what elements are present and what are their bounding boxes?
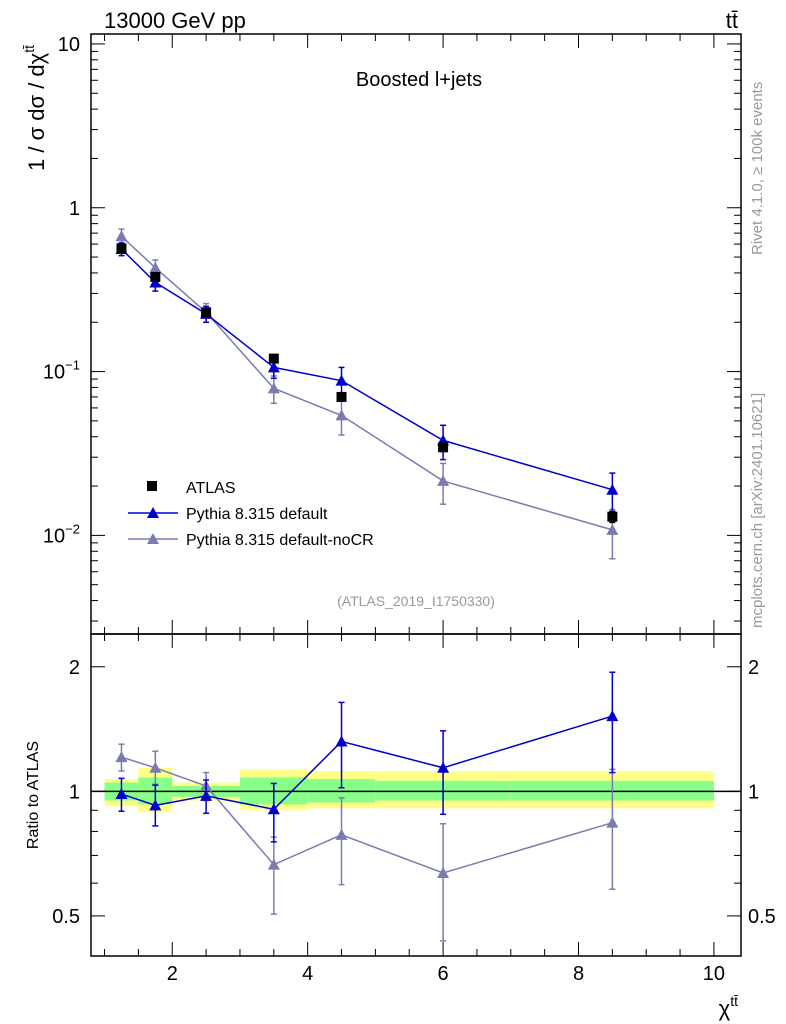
ratio-nocr-point <box>115 751 128 763</box>
ratio-default-point <box>335 735 348 747</box>
ratio-panel-frame <box>90 633 742 957</box>
legend-default-marker <box>147 507 159 518</box>
ratio-default-point <box>200 789 213 801</box>
x-axis-label: χtt̄ <box>719 993 738 1021</box>
ratio-y-tick-label-right: 2 <box>748 657 759 679</box>
series-atlas-point <box>268 353 279 364</box>
y-tick-label: 10 <box>58 34 80 56</box>
ratio-default-point <box>437 761 450 773</box>
series-atlas-point <box>150 271 161 282</box>
ratio-uncertainty-bands <box>91 767 741 813</box>
legend-default-label: Pythia 8.315 default <box>186 506 328 523</box>
plot-title: Boosted l+jets <box>356 69 482 91</box>
series-nocr-point <box>115 230 128 242</box>
ratio-y-tick-label-right: 1 <box>748 781 759 803</box>
series-nocr-point <box>149 261 162 273</box>
x-tick-label: 8 <box>573 963 584 985</box>
legend-nocr-label: Pythia 8.315 default-noCR <box>186 532 374 549</box>
rivet-version-label: Rivet 4.1.0, ≥ 100k events <box>749 82 766 255</box>
ratio-nocr-point <box>335 828 348 840</box>
ratio-default-point <box>267 803 280 815</box>
series-nocr-point <box>335 409 348 421</box>
series-default-point <box>606 483 619 495</box>
ratio-y-tick-label-left: 1 <box>69 781 80 803</box>
analysis-label: (ATLAS_2019_I1750330) <box>337 593 495 609</box>
y-axis-label-text: 1 / σ dσ / dχ <box>24 52 49 171</box>
header-process-label: tt̄ <box>726 8 738 33</box>
rivet-version-text: Rivet 4.1.0, ≥ 100k events <box>749 82 766 255</box>
y-tick-label: 10−1 <box>43 358 80 384</box>
series-atlas-point <box>201 307 212 318</box>
y-tick-label: 10−2 <box>43 521 80 547</box>
header-energy-label: 13000 GeV pp <box>104 8 246 33</box>
x-tick-label: 4 <box>302 963 313 985</box>
series-default-point <box>335 374 348 386</box>
x-tick-label: 6 <box>438 963 449 985</box>
x-axis-label-sup: tt̄ <box>730 993 738 1009</box>
x-axis-label-text: χ <box>719 996 731 1021</box>
ratio-nocr-point <box>437 866 450 878</box>
series-nocr-point <box>606 523 619 535</box>
ratio-y-axis-label: Ratio to ATLAS <box>25 741 42 849</box>
y-axis-label: 1 / σ dσ / dχtt̄ <box>21 45 49 171</box>
ratio-default-point <box>149 799 162 811</box>
ratio-y-tick-label-left: 2 <box>69 657 80 679</box>
legend-atlas-marker <box>147 481 157 491</box>
ratio-default-point <box>606 710 619 722</box>
series-atlas-point <box>116 243 127 254</box>
ratio-nocr-point <box>606 816 619 828</box>
y-tick-label-exponent: −1 <box>65 358 80 373</box>
y-tick-label-base: 10 <box>43 362 65 384</box>
mcplots-text: mcplots.cern.ch [arXiv:2401.10621] <box>749 393 766 628</box>
series-nocr-point <box>437 474 450 486</box>
series-default-line <box>120 248 613 491</box>
ratio-y-tick-label-right: 0.5 <box>748 906 776 928</box>
y-tick-label-base: 1 <box>69 198 80 220</box>
x-tick-label: 10 <box>703 963 725 985</box>
series-default-point <box>267 361 280 373</box>
y-tick-label-base: 10 <box>43 525 65 547</box>
legend-atlas-label: ATLAS <box>186 480 236 497</box>
series-nocr-point <box>267 382 280 394</box>
ratio-nocr-point <box>149 761 162 773</box>
ratio-y-axis-label-text: Ratio to ATLAS <box>25 741 42 849</box>
y-tick-label-base: 10 <box>58 34 80 56</box>
series-atlas-point <box>438 442 449 453</box>
data-series <box>115 228 619 942</box>
mcplots-label: mcplots.cern.ch [arXiv:2401.10621] <box>749 393 766 628</box>
series-atlas-point <box>607 511 618 522</box>
x-tick-label: 2 <box>167 963 178 985</box>
legend: ATLAS Pythia 8.315 default Pythia 8.315 … <box>128 480 374 549</box>
y-tick-label: 1 <box>69 198 80 220</box>
ratio-y-tick-label-left: 0.5 <box>52 906 80 928</box>
ratio-default-point <box>115 788 128 800</box>
series-atlas-point <box>336 391 347 402</box>
ratio-nocr-point <box>267 858 280 870</box>
y-axis-label-sup: tt̄ <box>21 45 37 53</box>
legend-nocr-marker <box>147 533 159 544</box>
svg-text:1 / σ dσ / dχtt̄: 1 / σ dσ / dχtt̄ <box>21 45 49 171</box>
y-tick-label-exponent: −2 <box>65 521 80 536</box>
